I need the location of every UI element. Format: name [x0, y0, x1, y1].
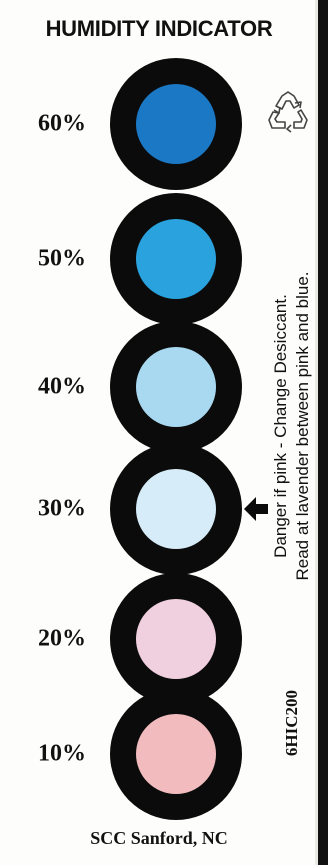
instructions-text: Danger if pink - Change Desiccant. Read …	[270, 206, 314, 646]
indicator-label: 50%	[38, 245, 86, 272]
arrow-left-icon	[244, 497, 268, 521]
indicator-dot	[110, 321, 242, 453]
indicator-row-30: 30%	[0, 440, 318, 578]
indicator-dot	[110, 573, 242, 705]
indicator-dot	[110, 193, 242, 325]
indicator-fill	[136, 347, 216, 427]
indicator-row-10: 10%	[0, 685, 318, 823]
indicator-label: 30%	[38, 495, 86, 522]
indicator-row-50: 50%	[0, 190, 318, 328]
indicator-row-20: 20%	[0, 570, 318, 708]
indicator-fill	[136, 469, 216, 549]
indicator-row-40: 40%	[0, 318, 318, 456]
indicator-label: 40%	[38, 373, 86, 400]
card-title: HUMIDITY INDICATOR	[45, 16, 273, 41]
indicator-dot	[110, 688, 242, 820]
humidity-indicator-card: HUMIDITY INDICATOR 60% 50% 40% 30% 20% 1…	[0, 0, 318, 865]
indicator-fill	[136, 599, 216, 679]
indicator-row-60: 60%	[0, 55, 318, 193]
indicator-fill	[136, 84, 216, 164]
indicator-label: 20%	[38, 625, 86, 652]
manufacturer-footer: SCC Sanford, NC	[90, 828, 228, 848]
indicator-dot	[110, 443, 242, 575]
model-number: 6HIC200	[282, 689, 301, 757]
indicator-fill	[136, 714, 216, 794]
instruction-line-2: Read at lavender between pink and blue.	[293, 271, 312, 581]
indicator-dot	[110, 58, 242, 190]
indicator-fill	[136, 219, 216, 299]
instruction-line-1: Danger if pink - Change Desiccant.	[271, 294, 290, 558]
recycle-icon	[268, 91, 308, 133]
indicator-label: 60%	[38, 110, 86, 137]
indicator-label: 10%	[38, 740, 86, 767]
